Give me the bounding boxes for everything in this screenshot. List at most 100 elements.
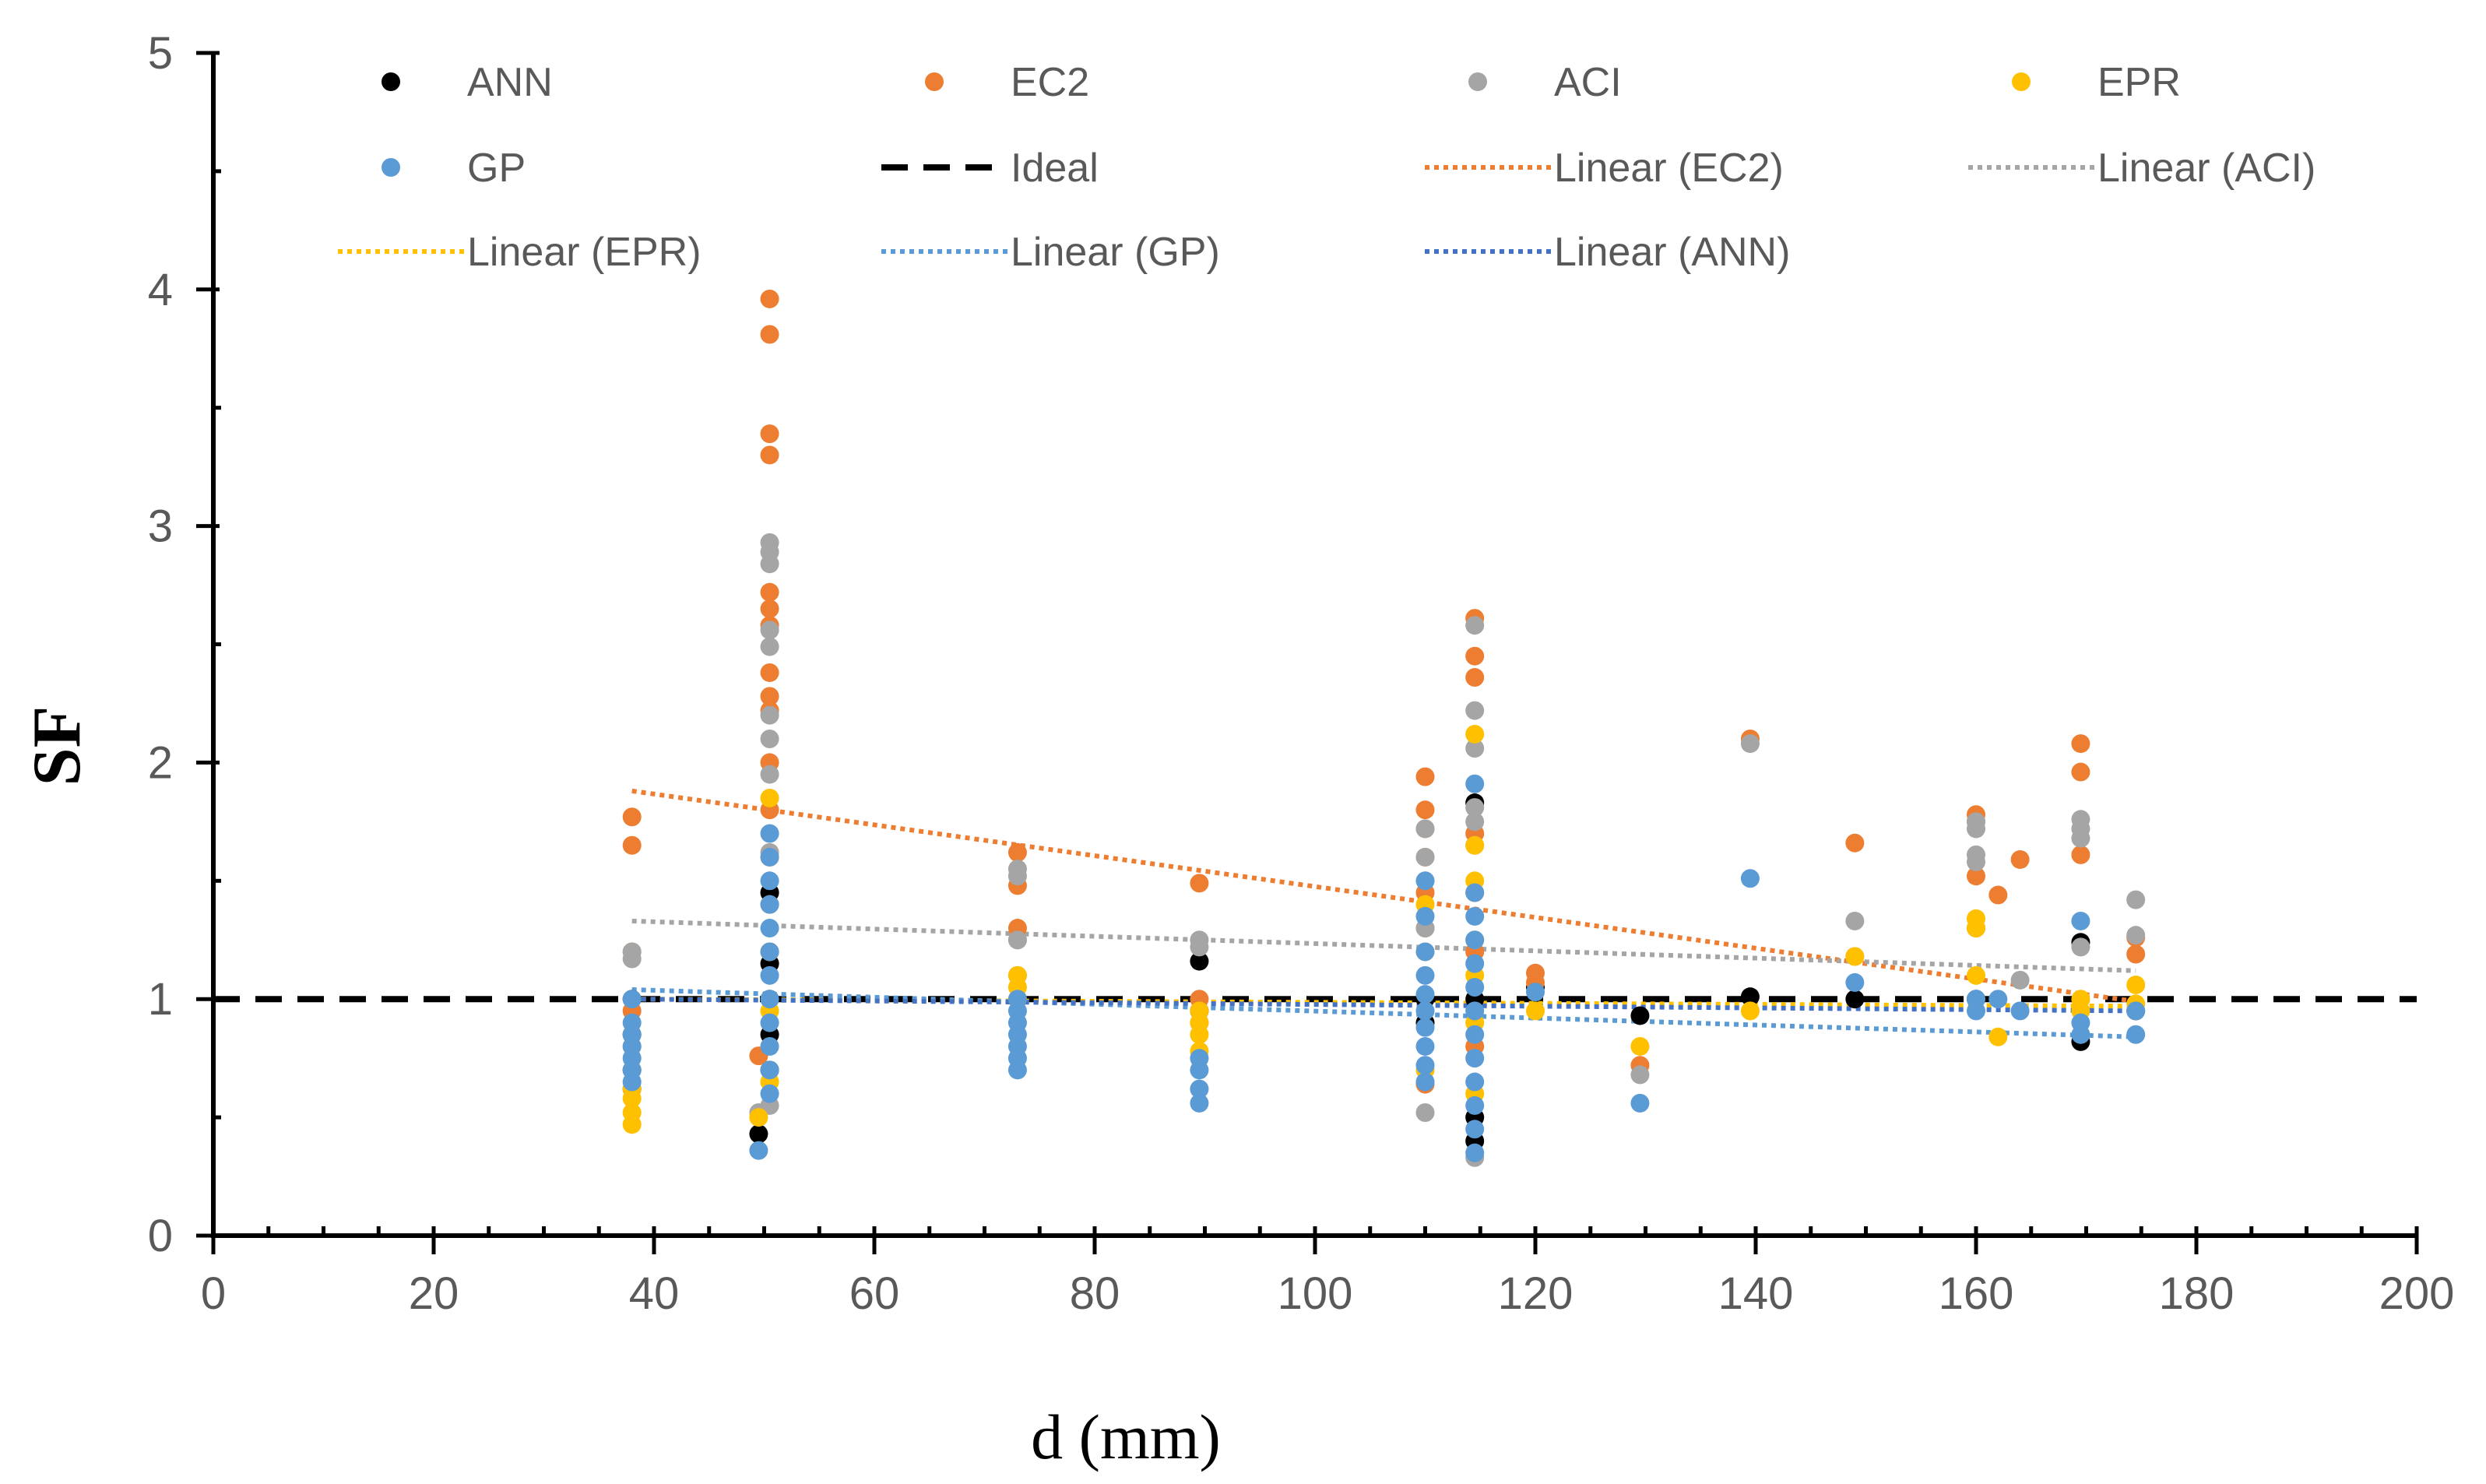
point-ec2 <box>1845 833 1865 853</box>
point-gp <box>760 1036 779 1056</box>
legend-label-gp: GP <box>467 146 526 191</box>
point-ec2 <box>1415 800 1435 820</box>
point-ec2 <box>2010 849 2030 869</box>
point-gp <box>1740 869 1760 888</box>
point-ec2 <box>2071 845 2090 864</box>
point-gp <box>622 990 642 1009</box>
x-tick-label: 160 <box>1939 1268 2014 1319</box>
point-epr <box>1967 965 1985 985</box>
point-ec2 <box>2071 762 2090 782</box>
legend-item-linear-aci: Linear (ACI) <box>1968 146 2315 191</box>
point-epr <box>1465 724 1485 744</box>
point-epr <box>2126 975 2146 994</box>
point-aci <box>1415 1103 1435 1123</box>
legend-item-ideal: Ideal <box>881 146 1099 191</box>
legend-marker-ann <box>382 72 400 91</box>
y-tick-label: 2 <box>148 737 173 788</box>
point-aci <box>1465 739 1485 758</box>
point-epr <box>760 788 779 807</box>
legend-item-gp: GP <box>382 146 526 191</box>
point-gp <box>1465 954 1485 973</box>
line-linear-epr <box>631 997 2136 1009</box>
point-aci <box>1415 819 1435 839</box>
point-aci <box>760 765 779 784</box>
point-gp <box>1465 978 1485 997</box>
point-aci <box>622 949 642 969</box>
point-aci <box>1465 616 1485 635</box>
point-epr <box>1740 1001 1760 1021</box>
point-aci <box>2010 970 2030 990</box>
point-aci <box>760 705 779 725</box>
point-ec2 <box>760 325 779 344</box>
point-gp <box>1967 990 1985 1009</box>
legend-marker-gp <box>382 158 400 177</box>
point-gp <box>760 1013 779 1032</box>
point-aci <box>1007 867 1027 886</box>
y-tick-label: 3 <box>148 501 173 552</box>
legend-label-ideal: Ideal <box>1011 146 1099 191</box>
data-points <box>622 289 2146 1167</box>
point-gp <box>1415 1056 1435 1075</box>
point-aci <box>760 621 779 640</box>
point-gp <box>760 919 779 938</box>
point-gp <box>760 847 779 867</box>
legend-item-ec2: EC2 <box>925 60 1089 105</box>
point-gp <box>1465 1049 1485 1068</box>
point-ec2 <box>1967 867 1985 886</box>
axis-ticks: 0 20 40 60 80 100 120 140 160 180 200 0 1 2 3 4 5 <box>148 28 2455 1319</box>
point-gp <box>1415 942 1435 962</box>
point-gp <box>1465 883 1485 902</box>
point-aci <box>1415 847 1435 867</box>
point-epr <box>749 1108 768 1127</box>
legend-item-linear-gp: Linear (GP) <box>881 230 1220 275</box>
legend-marker-aci <box>1468 72 1487 91</box>
x-tick-label: 60 <box>849 1268 900 1319</box>
legend-label-linear-epr: Linear (EPR) <box>467 230 701 275</box>
legend-label-aci: ACI <box>1554 60 1622 105</box>
point-gp <box>760 824 779 843</box>
point-aci <box>1630 1065 1650 1085</box>
point-epr <box>1845 947 1865 966</box>
x-tick-label: 0 <box>201 1268 226 1319</box>
point-gp <box>760 1060 779 1080</box>
point-epr <box>1988 1027 2008 1046</box>
y-axis-title: SF <box>19 706 95 786</box>
point-gp <box>760 942 779 962</box>
point-gp <box>1630 1093 1650 1113</box>
point-aci <box>2071 828 2090 848</box>
line-linear-ec2 <box>631 788 2136 1004</box>
point-ec2 <box>760 663 779 682</box>
x-tick-label: 200 <box>2379 1268 2455 1319</box>
legend-label-linear-ec2: Linear (EC2) <box>1554 146 1784 191</box>
legend-label-epr: EPR <box>2097 60 2181 105</box>
legend-item-ann: ANN <box>382 60 553 105</box>
point-gp <box>1845 972 1865 992</box>
point-gp <box>1465 1120 1485 1139</box>
x-tick-label: 140 <box>1718 1268 1794 1319</box>
point-aci <box>2071 937 2090 957</box>
point-aci <box>2126 926 2146 945</box>
point-ann <box>1630 1006 1650 1025</box>
point-gp <box>2126 1001 2146 1021</box>
point-ec2 <box>1465 646 1485 666</box>
point-gp <box>1465 1001 1485 1021</box>
point-ec2 <box>2071 734 2090 754</box>
point-aci <box>760 637 779 656</box>
point-aci <box>760 730 779 749</box>
legend-item-linear-ec2: Linear (EC2) <box>1425 146 1784 191</box>
x-tick-label: 80 <box>1070 1268 1120 1319</box>
point-gp <box>1465 774 1485 793</box>
point-ec2 <box>622 835 642 855</box>
point-aci <box>1465 798 1485 818</box>
point-gp <box>1465 930 1485 950</box>
point-gp <box>2071 911 2090 930</box>
legend-item-aci: ACI <box>1468 60 1622 105</box>
point-gp <box>749 1141 768 1160</box>
legend-item-linear-ann: Linear (ANN) <box>1425 230 1790 275</box>
point-ec2 <box>622 807 642 827</box>
legend-label-ann: ANN <box>467 60 553 105</box>
y-tick-label: 5 <box>148 28 173 79</box>
point-gp <box>760 990 779 1009</box>
